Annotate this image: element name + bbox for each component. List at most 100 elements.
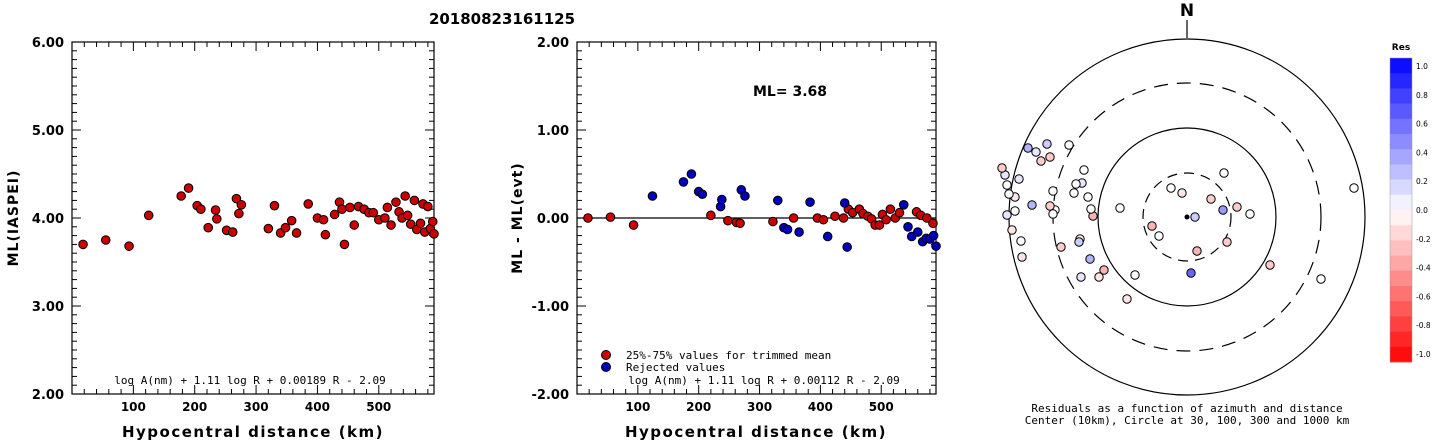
data-point-rejected (772, 195, 783, 206)
data-point (345, 202, 355, 213)
station-marker (1048, 186, 1058, 196)
data-point-trimmed (881, 214, 891, 225)
colorbar-title: Res (1392, 43, 1410, 53)
data-point-trimmed (922, 213, 932, 223)
station-marker (1027, 200, 1037, 210)
station-marker (1045, 152, 1055, 162)
colorbar-cell (1390, 210, 1412, 226)
station-marker (1074, 237, 1084, 247)
station-marker (1002, 210, 1012, 220)
data-point (382, 202, 393, 213)
station-marker (1023, 143, 1033, 153)
station-marker (1002, 180, 1012, 190)
station-marker (1071, 179, 1081, 189)
data-point (380, 213, 390, 223)
data-point-rejected (740, 191, 750, 201)
data-point-trimmed (788, 213, 799, 223)
data-point (337, 204, 347, 214)
data-point (400, 191, 410, 201)
data-point-rejected (697, 189, 708, 200)
residual-panel: 100 200 300 400 500 -2.00 -1.00 0.00 1.00 2.00 ML… (510, 36, 941, 441)
colorbar-cell (1390, 240, 1412, 257)
ticks-ml: 100 200 300 400 500 2.00 3.00 4.00 5.00 6.00 (32, 36, 434, 414)
data-point-trimmed (723, 215, 733, 226)
colorbar-cell (1390, 255, 1412, 272)
y-tick-label: 4.00 (32, 212, 64, 227)
colorbar-tick-label: -0.2 (1416, 235, 1431, 244)
x-tick-label: 100 (121, 400, 146, 414)
station-marker (1083, 192, 1093, 202)
station-marker (1017, 252, 1027, 262)
y-tick-label: 0.00 (537, 212, 569, 227)
y-axis-label-residual: ML - ML(evt) (510, 162, 526, 273)
station-markers (997, 139, 1359, 304)
data-point (318, 214, 329, 225)
station-marker (1031, 147, 1041, 157)
data-point-rejected (912, 227, 923, 237)
colorbar-frame (1389, 57, 1413, 363)
data-point-rejected (794, 227, 804, 237)
colorbar-cell (1390, 316, 1412, 333)
ticks-residual: 100 200 300 400 500 -2.00 -1.00 0.00 1.00 2.00 (532, 36, 936, 414)
data-point-trimmed (928, 218, 938, 229)
station-marker (1222, 237, 1232, 247)
station-marker (1056, 242, 1066, 252)
y-tick-label: -1.00 (532, 300, 569, 315)
station-marker (1036, 156, 1046, 166)
polar-caption-line1: Residuals as a function of azimuth and d… (1031, 402, 1342, 415)
colorbar-cell (1390, 301, 1412, 317)
data-point-rejected (898, 200, 909, 210)
data-point (124, 241, 134, 251)
station-marker (1232, 202, 1242, 212)
data-point (212, 214, 222, 224)
data-point (263, 223, 274, 234)
data-point (409, 195, 420, 206)
data-point-rejected (782, 224, 793, 235)
data-point (402, 210, 413, 221)
colorbar-tick-label: 0.2 (1416, 177, 1428, 186)
station-marker (1130, 270, 1140, 280)
data-point (329, 209, 340, 220)
data-point-rejected (931, 241, 941, 251)
colorbar-tick-label: 1.0 (1416, 62, 1428, 71)
station-marker (1245, 209, 1255, 219)
data-point-rejected (647, 191, 658, 201)
station-marker (1069, 188, 1079, 198)
station-marker (1007, 225, 1017, 235)
y-tick-label: 2.00 (537, 36, 569, 51)
x-tick-label: 300 (244, 400, 269, 414)
colorbar-tick-label: -0.4 (1416, 264, 1431, 273)
station-marker (1004, 189, 1014, 199)
data-point (339, 239, 350, 250)
station-marker (1094, 272, 1104, 282)
x-tick-label: 200 (686, 400, 711, 414)
north-label: N (1180, 1, 1194, 21)
data-point-rejected (928, 230, 939, 241)
legend-label-trimmed: 25%-75% values for trimmed mean (626, 349, 831, 362)
x-tick-label: 500 (366, 400, 391, 414)
colorbar-tick-label: 0.4 (1416, 148, 1428, 157)
data-point (269, 200, 280, 211)
points-ml (78, 183, 439, 251)
data-point (100, 235, 111, 245)
x-tick-label: 500 (869, 400, 894, 414)
data-point (236, 200, 247, 210)
station-marker (1099, 265, 1109, 275)
colorbar-tick-label: -1.0 (1416, 350, 1431, 359)
station-marker (1219, 168, 1229, 178)
data-point-rejected (822, 231, 833, 242)
colorbar-cell (1390, 286, 1412, 302)
data-point (405, 219, 416, 229)
station-marker (1016, 236, 1026, 246)
colorbar-cell (1390, 225, 1412, 241)
data-point (234, 208, 244, 219)
legend-marker-rejected (601, 362, 611, 372)
data-point-rejected (678, 177, 689, 187)
station-marker (1079, 165, 1089, 175)
data-point (303, 199, 314, 209)
colorbar-cell (1390, 58, 1412, 74)
data-point (349, 220, 360, 230)
data-point (210, 205, 221, 215)
colorbar-cell (1390, 194, 1412, 211)
